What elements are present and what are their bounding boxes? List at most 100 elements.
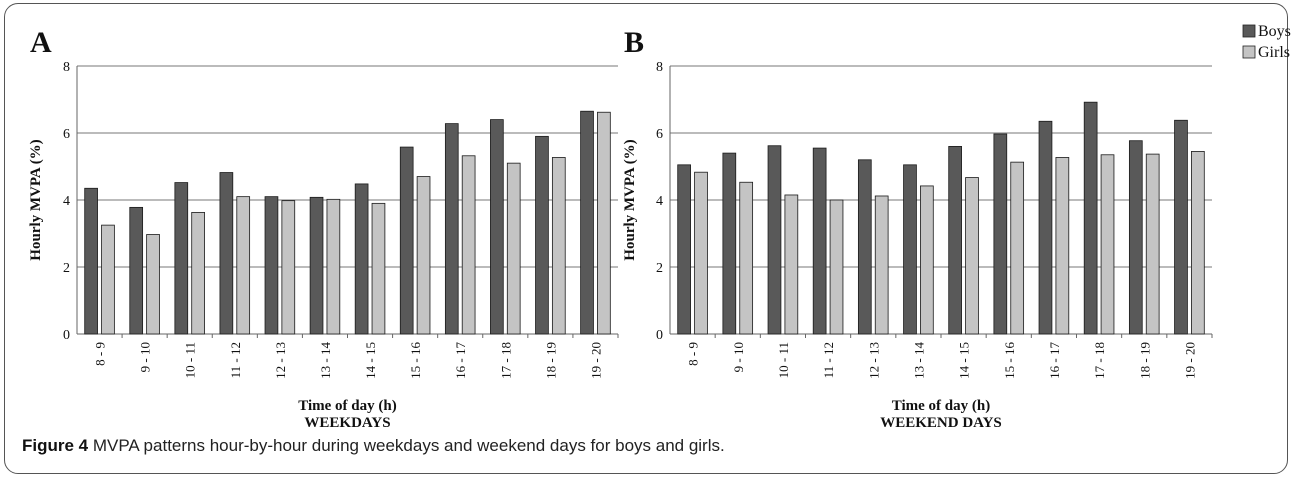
panel-b-xtick-label: 9 - 10 xyxy=(731,342,746,372)
panel-a-bar-boys xyxy=(490,119,504,335)
panel-b-bar-boys xyxy=(1083,101,1098,335)
panel-a-bar-girls xyxy=(191,211,205,335)
legend-swatch-boys xyxy=(1242,24,1256,38)
panel-a-x-axis-title: Time of day (h) xyxy=(298,398,396,414)
panel-a-bar-girls xyxy=(236,196,251,335)
panel-b-xtick-label: 13 - 14 xyxy=(911,342,926,379)
panel-b-chart: B 0 2 4 6 8 8 - 9 9 - 10 10 - 11 11 - 12 12 - 13 13… xyxy=(622,26,1213,431)
panel-a-ytick-label: 0 xyxy=(63,328,70,343)
panel-a-xtick-label: 17 - 18 xyxy=(498,342,513,379)
panel-a-bar-boys xyxy=(129,206,144,335)
panel-b-bar-girls xyxy=(1191,151,1205,335)
panel-b-bar-boys xyxy=(767,145,782,335)
panel-b-ytick-label: 6 xyxy=(656,127,663,142)
panel-b-bar-boys xyxy=(722,152,737,335)
panel-b-bar-boys xyxy=(993,133,1008,335)
panel-a-xtick-label: 14 - 15 xyxy=(363,342,378,379)
panel-a-subtitle: WEEKDAYS xyxy=(304,415,390,431)
panel-a-bar-girls xyxy=(146,234,160,335)
panel-b-ytick-label: 0 xyxy=(656,328,663,343)
panel-b-bar-girls xyxy=(1100,154,1115,335)
panel-b-x-axis-title: Time of day (h) xyxy=(892,398,990,414)
panel-a-bar-boys xyxy=(264,196,279,335)
panel-b-label: B xyxy=(624,26,644,59)
panel-b-bar-girls xyxy=(1145,153,1160,335)
panel-b-bar-girls xyxy=(874,195,889,335)
panel-b-ytick-label: 4 xyxy=(656,194,663,209)
panel-a-bar-boys xyxy=(354,183,369,335)
panel-b-xtick-label: 14 - 15 xyxy=(957,342,972,379)
panel-a-bar-girls xyxy=(461,155,476,335)
panel-a-bar-girls xyxy=(371,202,386,335)
panel-a-bar-girls xyxy=(551,157,566,335)
panel-b-bar-girls xyxy=(965,177,979,335)
panel-a-xtick-label: 15 - 16 xyxy=(408,342,423,379)
panel-b-xtick-label: 17 - 18 xyxy=(1092,342,1107,379)
panel-a-xtick-label: 18 - 19 xyxy=(543,342,558,379)
panel-b-ytick-label: 2 xyxy=(656,261,663,276)
panel-b-bar-girls xyxy=(920,185,934,335)
panel-a-bar-boys xyxy=(444,123,459,335)
panel-a-bar-boys xyxy=(309,196,324,335)
panel-b-bar-boys xyxy=(677,164,691,335)
panel-b-bar-girls xyxy=(739,181,754,335)
panel-a-bar-boys xyxy=(174,182,189,335)
panel-a-y-axis-title: Hourly MVPA (%) xyxy=(28,139,44,260)
panel-a-xtick-label: 9 - 10 xyxy=(138,342,153,372)
panel-b-xtick-label: 8 - 9 xyxy=(686,342,701,366)
panel-a-xtick-label: 19 - 20 xyxy=(588,342,603,379)
panel-b-bar-girls xyxy=(829,199,844,335)
panel-b-bar-boys xyxy=(1174,119,1188,335)
panel-b-xtick-label: 15 - 16 xyxy=(1002,342,1017,379)
panel-b-xtick-label: 18 - 19 xyxy=(1137,342,1152,379)
panel-a-bar-girls xyxy=(597,111,611,335)
figure-caption: Figure 4 MVPA patterns hour-by-hour duri… xyxy=(22,436,1272,456)
panel-b-subtitle: WEEKEND DAYS xyxy=(880,415,1002,431)
panel-a-ytick-label: 4 xyxy=(63,194,70,209)
panel-b-bar-boys xyxy=(1128,140,1143,335)
panel-a-bar-girls xyxy=(101,224,115,335)
panel-a-chart: A 0 2 4 6 8 8 - 9 9 - 10 10 - 11 11 - 12 12 - 13 13… xyxy=(28,26,619,431)
panel-b-xtick-label: 10 - 11 xyxy=(776,342,791,378)
panel-a-bar-boys xyxy=(535,135,549,335)
panel-a-ytick-label: 2 xyxy=(63,261,70,276)
legend: Boys Girls xyxy=(1242,23,1291,61)
panel-b-bar-girls xyxy=(694,171,708,335)
figure-caption-label: Figure 4 xyxy=(22,436,89,455)
panel-b-bar-boys xyxy=(903,164,917,335)
panel-a-bar-girls xyxy=(416,176,431,335)
panel-a-xtick-label: 13 - 14 xyxy=(318,342,333,379)
panel-b-xtick-label: 11 - 12 xyxy=(821,342,836,378)
legend-swatch-girls xyxy=(1242,45,1256,59)
panel-a-xtick-label: 16 - 17 xyxy=(453,342,468,379)
panel-a-xtick-label: 10 - 11 xyxy=(183,342,198,378)
panel-a-bar-girls xyxy=(281,200,296,335)
panel-a-bar-girls xyxy=(506,162,521,335)
panel-a-xtick-label: 12 - 13 xyxy=(273,342,288,379)
panel-b-bar-boys xyxy=(857,159,872,335)
panel-b-bar-boys xyxy=(812,147,827,335)
panel-a-xtick-label: 8 - 9 xyxy=(93,342,108,366)
panel-a-bar-girls xyxy=(326,198,341,335)
panel-a-label: A xyxy=(30,26,52,59)
panel-a-bar-boys xyxy=(219,172,234,335)
panel-b-xtick-label: 19 - 20 xyxy=(1182,342,1197,379)
legend-label-girls: Girls xyxy=(1258,44,1290,61)
panel-a-bar-boys xyxy=(399,146,414,335)
panel-b-bar-boys xyxy=(1038,120,1053,335)
panel-b-ytick-label: 8 xyxy=(656,60,663,75)
panel-a-bar-boys xyxy=(580,110,594,335)
figure-caption-text: MVPA patterns hour-by-hour during weekda… xyxy=(92,436,725,455)
panel-a-xtick-label: 11 - 12 xyxy=(228,342,243,378)
panel-b-bar-girls xyxy=(1055,157,1070,335)
panel-a-ytick-label: 8 xyxy=(63,60,70,75)
panel-b-bar-girls xyxy=(1010,161,1025,335)
panel-b-bar-girls xyxy=(784,194,799,335)
legend-label-boys: Boys xyxy=(1258,23,1291,40)
panel-b-xtick-label: 12 - 13 xyxy=(866,342,881,379)
panel-b-y-axis-title: Hourly MVPA (%) xyxy=(622,139,638,260)
panel-a-bar-boys xyxy=(84,187,98,335)
panel-b-bar-boys xyxy=(948,145,962,335)
panel-b-xtick-label: 16 - 17 xyxy=(1047,342,1062,379)
